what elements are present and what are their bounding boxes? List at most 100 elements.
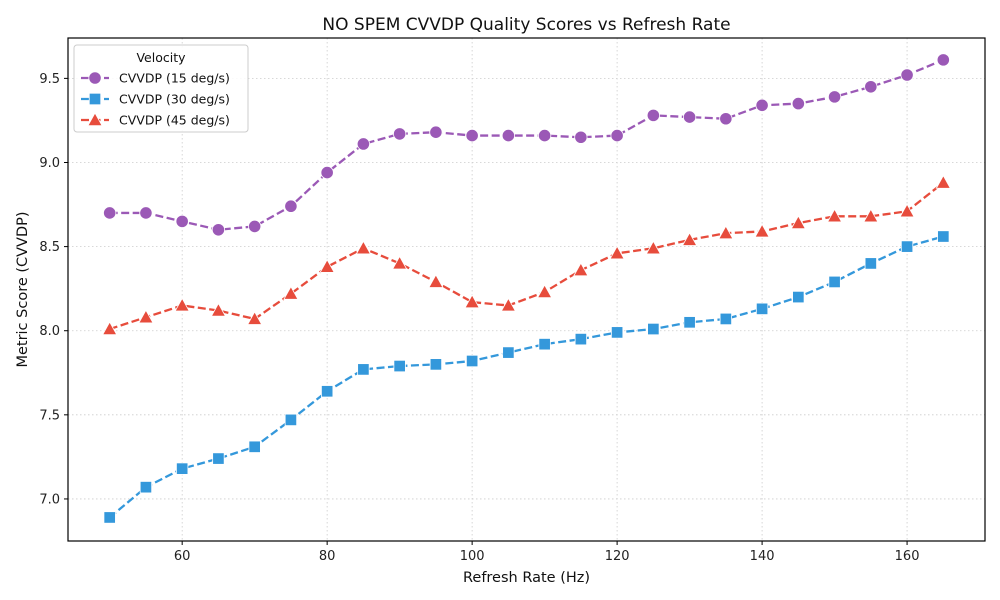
data-point (429, 358, 443, 371)
series-line (108, 235, 944, 519)
data-point (863, 208, 879, 223)
data-point (935, 174, 951, 189)
series-square (103, 230, 950, 524)
data-point (212, 452, 225, 465)
data-point (319, 258, 335, 273)
data-point (755, 98, 769, 112)
x-axis: 60 80 100 120 140 160 (174, 541, 920, 564)
data-point (248, 440, 261, 453)
legend: Velocity CVVDP (15 deg/s) CVVDP (30 deg/s… (73, 44, 249, 133)
data-point (465, 354, 479, 368)
series-circle (103, 53, 950, 237)
data-point (899, 203, 915, 218)
data-point (936, 53, 950, 67)
y-axis-label: Metric Score (CVVDP) (15, 211, 31, 367)
data-point (210, 302, 227, 317)
data-point (900, 240, 914, 253)
x-axis-label: Refresh Rate (Hz) (463, 570, 590, 586)
series-line (109, 181, 945, 331)
data-point (790, 215, 807, 230)
data-point (755, 302, 769, 315)
data-point (754, 223, 770, 238)
y-tick-label: 8.5 (39, 240, 60, 255)
data-point (393, 127, 407, 141)
data-point (900, 68, 914, 82)
data-point (719, 112, 733, 126)
data-point (357, 363, 370, 376)
data-point (864, 80, 878, 94)
legend-item: CVVDP (15 deg/s) (81, 71, 230, 86)
plot-area-frame (67, 37, 986, 542)
y-tick-label: 8.0 (39, 324, 60, 339)
legend-label: CVVDP (45 deg/s) (119, 113, 230, 128)
x-tick-label: 80 (319, 549, 336, 564)
y-tick-label: 7.0 (39, 492, 60, 507)
data-point (102, 321, 118, 336)
data-point (718, 225, 734, 240)
data-point (139, 481, 153, 494)
data-point (393, 359, 406, 373)
data-point (502, 346, 515, 359)
y-tick-label: 9.5 (39, 72, 60, 87)
data-point (428, 274, 444, 288)
data-point (464, 294, 480, 309)
data-point (574, 332, 588, 346)
data-point (647, 322, 660, 336)
data-point (791, 97, 805, 111)
data-point (538, 128, 552, 143)
data-point (211, 223, 226, 237)
data-point (610, 326, 624, 339)
data-point (175, 214, 189, 228)
data-point (174, 297, 190, 312)
data-point (826, 208, 843, 223)
data-point (138, 309, 154, 324)
data-point (574, 130, 588, 144)
chart-title: NO SPEM CVVDP Quality Scores vs Refresh … (322, 15, 730, 35)
data-point (501, 128, 515, 143)
data-point (429, 125, 443, 139)
data-point (646, 108, 660, 122)
legend-label: CVVDP (30 deg/s) (119, 92, 230, 107)
series-layer (102, 53, 951, 524)
legend-item: CVVDP (30 deg/s) (81, 92, 230, 107)
data-point (284, 413, 298, 427)
x-tick-label: 120 (605, 549, 630, 564)
data-point (246, 311, 263, 325)
x-tick-label: 140 (750, 549, 775, 564)
data-point (465, 128, 479, 143)
x-tick-label: 100 (460, 549, 485, 564)
data-point (321, 385, 334, 398)
y-tick-label: 9.0 (39, 156, 60, 171)
y-axis: 7.0 7.5 8.0 8.5 9.0 9.5 (39, 72, 68, 507)
data-point (681, 232, 698, 246)
data-point (320, 165, 334, 180)
data-point (719, 312, 732, 326)
data-point (792, 290, 805, 304)
data-point (103, 206, 117, 220)
data-point (176, 462, 189, 475)
data-point (356, 137, 370, 151)
x-tick-label: 60 (174, 549, 191, 564)
data-point (683, 316, 696, 329)
data-point (827, 90, 842, 104)
data-point (538, 338, 551, 351)
data-point (609, 245, 625, 260)
data-point (284, 199, 298, 213)
legend-marker (88, 71, 102, 85)
legend-title: Velocity (136, 50, 186, 65)
series-triangle (102, 174, 951, 336)
data-point (573, 262, 589, 277)
x-tick-label: 160 (895, 549, 920, 564)
data-point (864, 257, 877, 270)
data-point (103, 511, 116, 524)
data-point (683, 110, 697, 124)
legend-box (73, 44, 249, 133)
data-point (828, 275, 841, 289)
y-tick-label: 7.5 (39, 408, 60, 423)
legend-marker (87, 112, 103, 126)
data-point (610, 128, 624, 143)
data-point (391, 255, 408, 270)
data-point (937, 230, 950, 243)
legend-marker (88, 92, 102, 106)
data-point (645, 240, 662, 255)
